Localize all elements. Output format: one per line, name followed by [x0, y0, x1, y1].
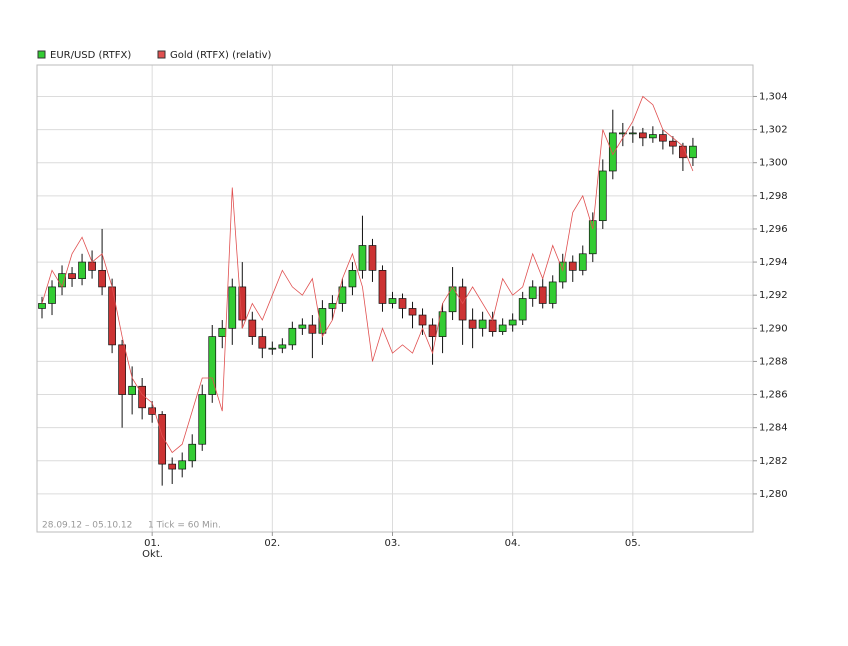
candle-body [689, 145, 697, 159]
candle-body [148, 407, 157, 415]
date-range: 28.09.12 – 05.10.12 [42, 521, 132, 531]
candle-body [628, 132, 637, 135]
y-tick-label: 1,282 [759, 456, 788, 467]
y-tick-label: 1,302 [759, 125, 788, 136]
candle-body [258, 336, 267, 349]
y-tick-label: 1,284 [759, 423, 788, 434]
candle-body [208, 336, 217, 395]
y-tick-label: 1,298 [759, 191, 788, 202]
candle-body [348, 269, 357, 288]
candle-body [118, 344, 126, 395]
candle-body [248, 319, 257, 337]
candle-body [158, 414, 167, 465]
candle-body [178, 460, 187, 470]
x-sublabel: Okt. [142, 549, 163, 560]
legend-label: Gold (RTFX) (relativ) [170, 50, 272, 61]
plot-frame [36, 64, 754, 533]
candle-body [518, 298, 527, 321]
candle-body [218, 327, 227, 337]
candle-body [418, 314, 427, 326]
candle-body [608, 132, 617, 172]
candle-body [558, 261, 567, 283]
candle-body [318, 308, 327, 334]
candle-body [58, 273, 66, 288]
candle-body [368, 245, 377, 271]
candle-body [48, 286, 56, 304]
y-tick-label: 1,296 [759, 224, 788, 235]
y-tick-label: 1,300 [759, 158, 788, 169]
candle-body [298, 324, 307, 329]
candle-body [468, 319, 477, 329]
candle-body [98, 269, 106, 288]
candle-body [308, 324, 317, 334]
y-tick-label: 1,292 [759, 290, 788, 301]
candle-body [168, 463, 177, 470]
candle-body [78, 261, 86, 279]
candle-body [598, 170, 607, 222]
candle-body [578, 253, 587, 271]
candle-body [398, 298, 407, 309]
legend-swatch [157, 50, 166, 59]
y-tick-label: 1,288 [759, 356, 788, 367]
candle-body [478, 319, 487, 329]
y-tick-label: 1,290 [759, 323, 788, 334]
candle-body [268, 347, 277, 350]
candle-body [128, 385, 136, 395]
y-tick-label: 1,294 [759, 257, 788, 268]
candle-body [649, 134, 657, 139]
candle-body [68, 273, 76, 279]
candle-body [568, 261, 577, 271]
candle-body [508, 319, 517, 326]
candle-body [198, 394, 207, 445]
candle-body [288, 327, 297, 346]
candle-body [188, 443, 197, 462]
y-tick-label: 1,304 [759, 91, 788, 102]
gold-line [41, 95, 694, 454]
candle-body [378, 269, 387, 304]
candle-body [528, 286, 537, 299]
y-tick-label: 1,280 [759, 489, 788, 500]
candle-body [338, 286, 347, 304]
candle-body [488, 319, 497, 332]
candle-body [428, 324, 437, 337]
legend-swatch [37, 50, 46, 59]
x-tick-label: 02. [264, 538, 280, 549]
interval-note: 1 Tick = 60 Min. [148, 521, 221, 531]
candle-body [228, 286, 237, 329]
y-tick-label: 1,286 [759, 390, 788, 401]
x-tick-label: 04. [505, 538, 521, 549]
candle-body [538, 286, 547, 304]
candle-body [588, 220, 597, 255]
candle-body [38, 303, 46, 309]
candle-body [498, 324, 507, 332]
candle-body [358, 245, 367, 271]
candle-body [408, 308, 417, 316]
candle-body [659, 134, 667, 142]
x-tick-label: 03. [384, 538, 400, 549]
x-tick-label: 01. [144, 538, 160, 549]
candle-body [328, 303, 337, 309]
candle-body [238, 286, 247, 321]
candle-body [388, 298, 397, 304]
candle-body [638, 132, 647, 139]
candle-body [88, 261, 96, 271]
legend-label: EUR/USD (RTFX) [50, 50, 131, 61]
candle-body [548, 281, 557, 304]
candle-body [108, 286, 116, 346]
x-tick-label: 05. [625, 538, 641, 549]
candle-body [278, 344, 287, 349]
candle-body [669, 140, 677, 147]
candle-body [438, 311, 447, 337]
candle-body [618, 132, 627, 135]
